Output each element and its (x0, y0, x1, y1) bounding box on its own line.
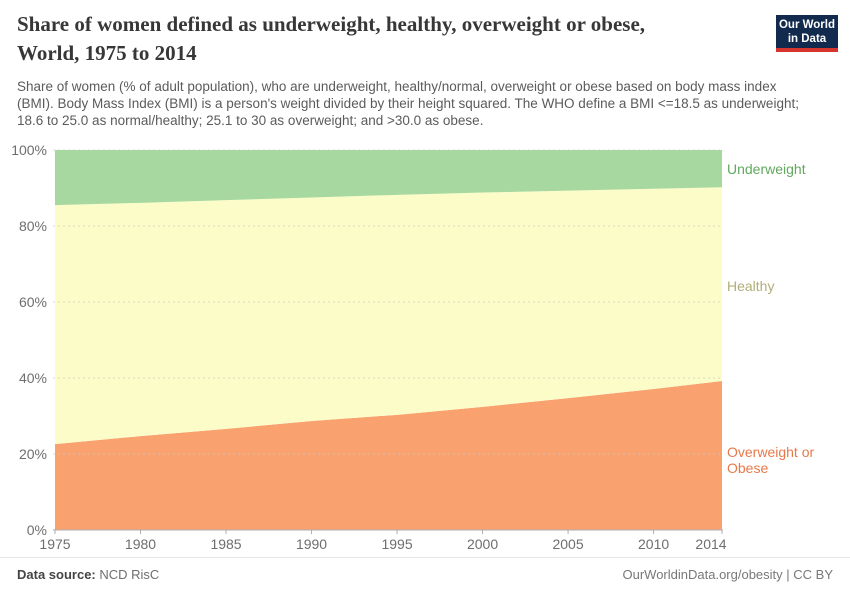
y-tick-label-100%: 100% (11, 142, 47, 158)
data-source-value: NCD RisC (99, 567, 160, 582)
x-tick-label-1990: 1990 (296, 536, 327, 552)
owid-logo-red-bar (776, 48, 838, 52)
title-line-2: World, 1975 to 2014 (17, 41, 197, 65)
footer-divider (0, 557, 850, 558)
x-tick-label-1980: 1980 (125, 536, 156, 552)
y-tick-label-20%: 20% (19, 446, 47, 462)
area-healthy (55, 187, 722, 445)
y-tick-label-80%: 80% (19, 218, 47, 234)
x-tick-label-1985: 1985 (210, 536, 241, 552)
x-tick-label-2000: 2000 (467, 536, 498, 552)
owid-logo-text: Our World in Data (776, 15, 838, 48)
series-label-underweight: Underweight (727, 161, 806, 177)
x-tick-label-2010: 2010 (638, 536, 669, 552)
data-source-note: Data source: NCD RisC (17, 567, 159, 582)
x-tick-label-2005: 2005 (552, 536, 583, 552)
area-underweight (55, 150, 722, 206)
x-tick-label-2014: 2014 (695, 536, 726, 552)
y-tick-label-40%: 40% (19, 370, 47, 386)
page-title: Share of women defined as underweight, h… (17, 10, 767, 68)
data-source-label: Data source: (17, 567, 96, 582)
y-tick-label-0%: 0% (27, 522, 47, 538)
attribution-link[interactable]: OurWorldinData.org/obesity | CC BY (622, 567, 834, 582)
owid-logo: Our World in Data (776, 15, 838, 52)
series-label-healthy: Healthy (727, 278, 775, 294)
y-tick-label-60%: 60% (19, 294, 47, 310)
x-tick-label-1975: 1975 (39, 536, 70, 552)
x-tick-label-1995: 1995 (381, 536, 412, 552)
chart-subtitle: Share of women (% of adult population), … (17, 79, 799, 128)
area-overweight-or-obese (55, 381, 722, 530)
series-label-overweight-obese: Overweight or Obese (727, 444, 815, 476)
title-line-1: Share of women defined as underweight, h… (17, 12, 646, 36)
